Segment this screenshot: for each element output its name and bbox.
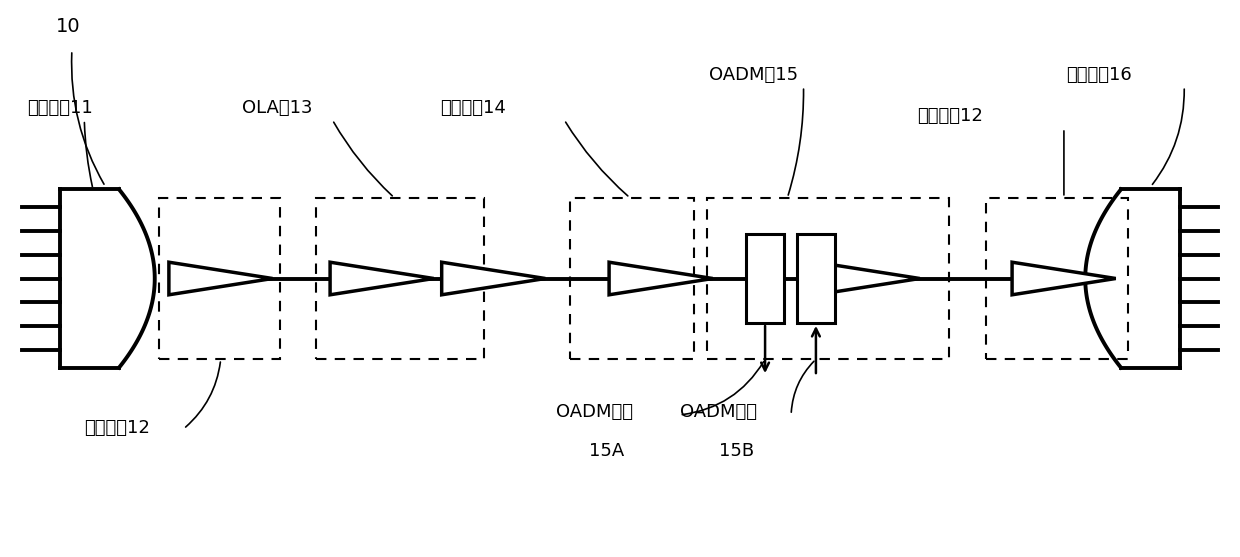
- Polygon shape: [169, 262, 273, 295]
- Text: 10: 10: [56, 17, 81, 36]
- Text: OADM站15: OADM站15: [709, 66, 799, 84]
- Text: OADM器件: OADM器件: [556, 403, 632, 421]
- Text: OLA站13: OLA站13: [242, 99, 312, 117]
- Text: 光分波器16: 光分波器16: [1066, 66, 1132, 84]
- Text: 光放大器12: 光放大器12: [84, 419, 150, 437]
- Bar: [986, 198, 1128, 359]
- Polygon shape: [1012, 262, 1116, 295]
- Bar: [316, 198, 484, 359]
- Text: 光放大器12: 光放大器12: [918, 108, 983, 125]
- Bar: [746, 234, 784, 323]
- Polygon shape: [330, 262, 434, 295]
- Polygon shape: [609, 262, 713, 295]
- Polygon shape: [816, 262, 920, 295]
- Bar: [797, 234, 835, 323]
- Text: 15B: 15B: [719, 442, 754, 460]
- Bar: [707, 198, 949, 359]
- Polygon shape: [441, 262, 546, 295]
- Bar: [570, 198, 694, 359]
- Text: 传输光纤14: 传输光纤14: [440, 99, 506, 117]
- Bar: [159, 198, 280, 359]
- Text: 光合波器11: 光合波器11: [27, 99, 93, 117]
- Text: 15A: 15A: [589, 442, 624, 460]
- Text: OADM器件: OADM器件: [680, 403, 756, 421]
